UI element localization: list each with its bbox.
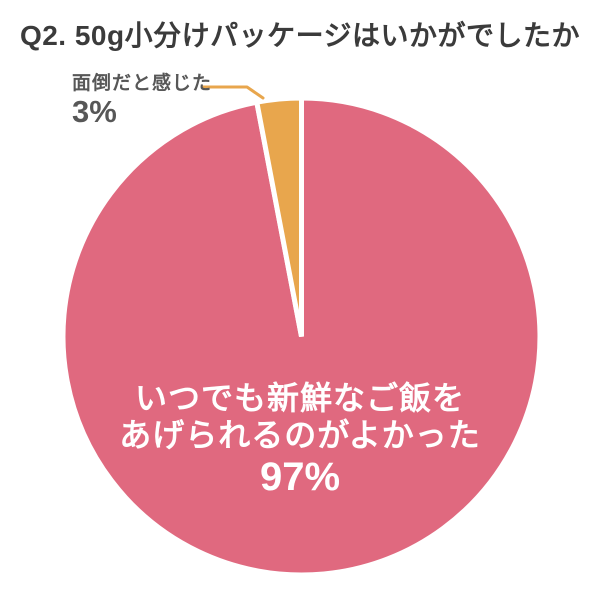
callout-label: 面倒だと感じた	[72, 73, 213, 94]
chart-title: Q2. 50g小分けパッケージはいかがでしたか	[19, 20, 581, 51]
pie-slice-1	[253, 95, 304, 337]
callout-percentage: 3%	[72, 94, 117, 129]
callout-small-slice: 面倒だと感じた 3%	[72, 72, 212, 127]
callout-leader-line	[201, 85, 265, 100]
